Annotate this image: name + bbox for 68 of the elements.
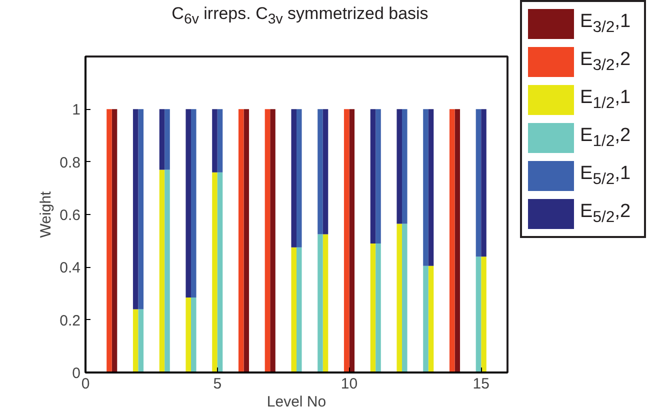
legend-label: E$_{5/2}$,2 (580, 200, 631, 228)
bar (423, 266, 428, 372)
bar (296, 109, 302, 248)
bar (138, 309, 144, 372)
bar (217, 172, 223, 372)
bar (449, 109, 455, 372)
chart-title: C$_{6v}$ irreps. C$_{3v}$ symmetrized basis (170, 3, 430, 30)
bar (217, 109, 223, 172)
bar (396, 109, 402, 224)
y-tick-label: 0.6 (60, 207, 81, 224)
bar (164, 109, 170, 170)
bar (481, 256, 486, 372)
bar (322, 234, 328, 372)
bar (322, 109, 328, 234)
bar (428, 266, 434, 372)
y-axis-title: Weight (38, 190, 55, 238)
bar (402, 224, 408, 372)
legend-label: E$_{1/2}$,1 (580, 86, 631, 114)
x-tick-label: 15 (472, 376, 490, 392)
bar (454, 109, 460, 372)
bar (212, 109, 218, 172)
bar (191, 109, 196, 298)
y-tick-label: 1 (72, 102, 80, 119)
bar (212, 172, 218, 372)
legend-label: E$_{3/2}$,2 (580, 48, 631, 76)
bar (423, 109, 428, 266)
bar (318, 109, 323, 234)
bar (132, 309, 138, 372)
bar (132, 109, 138, 310)
bar (349, 109, 355, 372)
bar (186, 297, 191, 372)
bar (402, 109, 408, 224)
bar (428, 109, 434, 266)
bar (296, 247, 302, 372)
bar (376, 109, 381, 244)
bar (138, 109, 144, 310)
y-tick-label: 0.4 (60, 260, 81, 277)
bar (112, 109, 118, 372)
x-axis-title: Level No (266, 394, 326, 410)
bar (476, 256, 482, 372)
bar (244, 109, 250, 372)
bar (481, 109, 486, 257)
bar (264, 109, 270, 372)
bar (376, 243, 381, 372)
bar (164, 170, 170, 372)
bar (238, 109, 244, 372)
x-tick-label: 5 (213, 376, 222, 392)
bar (291, 247, 296, 372)
bar (159, 170, 165, 372)
bar (270, 109, 276, 372)
bar (186, 109, 191, 298)
bar (344, 109, 350, 372)
bar (370, 243, 376, 372)
bar (159, 109, 165, 170)
bar (318, 234, 323, 372)
bar (370, 109, 376, 244)
legend-label: E$_{3/2}$,1 (580, 10, 631, 38)
x-tick-label: 10 (340, 376, 358, 392)
y-tick-label: 0.2 (60, 312, 81, 330)
bar (291, 109, 296, 248)
bar (191, 297, 196, 372)
bar (106, 109, 112, 372)
y-tick-label: 0.8 (60, 154, 81, 172)
legend-label: E$_{5/2}$,1 (580, 162, 631, 190)
y-tick-label: 0 (72, 365, 80, 382)
bar (476, 109, 482, 257)
bar (396, 224, 402, 372)
legend-label: E$_{1/2}$,2 (580, 124, 631, 152)
